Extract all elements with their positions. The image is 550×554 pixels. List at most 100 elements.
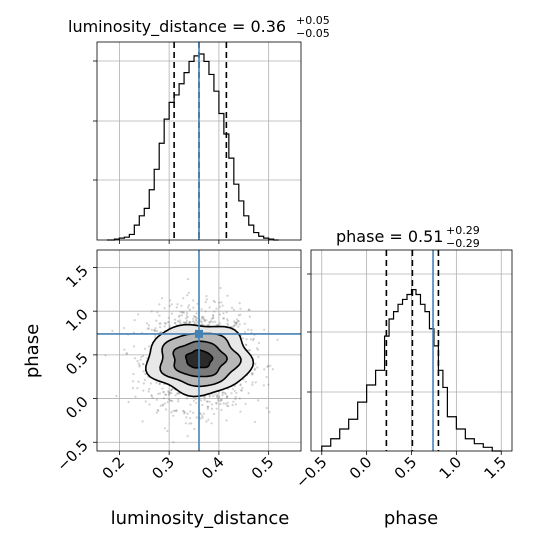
- scatter-point: [142, 354, 145, 358]
- scatter-point: [148, 387, 151, 391]
- scatter-point: [252, 338, 255, 342]
- scatter-point: [181, 311, 185, 314]
- scatter-point: [168, 326, 171, 329]
- scatter-point: [185, 311, 189, 315]
- scatter-point: [159, 326, 162, 329]
- title-luminosity-distance-plus: +0.05: [296, 14, 330, 27]
- scatter-point: [154, 327, 157, 330]
- scatter-point: [132, 380, 135, 383]
- scatter-point: [251, 373, 254, 376]
- scatter-point: [167, 316, 170, 319]
- scatter-point: [201, 315, 204, 319]
- scatter-point: [247, 392, 250, 395]
- scatter-point: [215, 395, 218, 398]
- scatter-point: [182, 321, 185, 324]
- scatter-point: [115, 394, 118, 398]
- scatter-point: [268, 411, 271, 414]
- scatter-point: [221, 391, 224, 394]
- scatter-point: [256, 348, 259, 351]
- scatter-point: [245, 338, 248, 341]
- scatter-point: [232, 400, 235, 403]
- scatter-point: [238, 323, 241, 326]
- scatter-point: [137, 362, 140, 365]
- scatter-point: [187, 304, 191, 307]
- scatter-point: [192, 314, 195, 318]
- scatter-point: [150, 394, 153, 397]
- scatter-point: [174, 318, 177, 321]
- scatter-point: [155, 398, 158, 401]
- scatter-point: [179, 310, 182, 313]
- ytick-label-4: 1.5: [62, 262, 92, 292]
- scatter-point: [174, 409, 177, 412]
- scatter-point: [233, 384, 236, 388]
- ytick-label-3: 1.0: [62, 305, 92, 335]
- scatter-point: [208, 400, 211, 403]
- ytick-label-2: 0.5: [62, 349, 92, 379]
- scatter-point: [212, 314, 215, 317]
- scatter-point: [217, 395, 221, 398]
- scatter-point: [244, 380, 248, 383]
- scatter-point: [170, 391, 173, 395]
- scatter-point: [210, 403, 214, 406]
- scatter-point: [205, 400, 208, 403]
- scatter-point: [182, 409, 185, 412]
- scatter-point: [142, 362, 145, 365]
- scatter-point: [211, 320, 214, 324]
- scatter-point: [169, 399, 173, 402]
- scatter-point: [189, 321, 192, 324]
- scatter-point: [161, 403, 164, 406]
- scatter-point: [215, 307, 218, 310]
- scatter-point: [182, 311, 185, 314]
- scatter-point: [132, 345, 136, 348]
- scatter-point: [200, 320, 203, 323]
- scatter-point: [209, 320, 213, 323]
- scatter-point: [162, 390, 165, 393]
- scatter-point: [218, 301, 221, 304]
- scatter-point: [180, 304, 183, 307]
- scatter-point: [179, 322, 182, 325]
- scatter-point: [251, 383, 254, 386]
- scatter-point: [196, 317, 199, 320]
- scatter-point: [201, 416, 204, 419]
- scatter-point: [203, 320, 206, 323]
- scatter-point: [154, 329, 157, 332]
- scatter-point: [263, 328, 266, 331]
- scatter-point: [134, 395, 137, 398]
- xtick-label-0: 0.2: [99, 453, 129, 483]
- scatter-point: [162, 404, 165, 407]
- scatter-point: [271, 368, 274, 371]
- scatter-point: [249, 338, 252, 341]
- panel-frame: [96, 41, 302, 241]
- scatter-point: [182, 297, 185, 300]
- xlabel-luminosity-distance: luminosity_distance: [111, 508, 290, 529]
- scatter-point: [247, 348, 250, 352]
- scatter-point: [184, 317, 188, 320]
- joint-scatter-panel: 0.2 0.3 0.4 0.5 −0.5 0.0 0.5 1.0 1.5: [53, 249, 302, 483]
- scatter-point: [111, 329, 114, 333]
- scatter-point: [150, 328, 153, 331]
- scatter-point: [158, 303, 161, 306]
- scatter-point: [132, 372, 135, 376]
- scatter-point: [176, 303, 179, 306]
- scatter-point: [265, 376, 268, 379]
- scatter-point: [276, 338, 279, 341]
- scatter-point: [201, 415, 204, 418]
- title-luminosity-distance: luminosity_distance = 0.36: [68, 17, 286, 37]
- scatter-point: [183, 412, 186, 415]
- scatter-point: [218, 322, 222, 325]
- xtick-label-3: 1.0: [436, 453, 466, 483]
- scatter-point: [176, 392, 180, 395]
- scatter-point: [174, 394, 177, 397]
- scatter-point: [159, 404, 162, 407]
- scatter-point: [182, 410, 185, 413]
- scatter-point: [199, 320, 202, 323]
- scatter-point: [221, 304, 224, 307]
- scatter-point: [210, 407, 214, 410]
- scatter-point: [215, 401, 218, 405]
- scatter-point: [257, 399, 260, 402]
- scatter-point: [240, 389, 244, 392]
- scatter-point: [188, 308, 191, 311]
- scatter-point: [203, 319, 206, 322]
- scatter-point: [236, 320, 239, 323]
- scatter-point: [205, 298, 208, 301]
